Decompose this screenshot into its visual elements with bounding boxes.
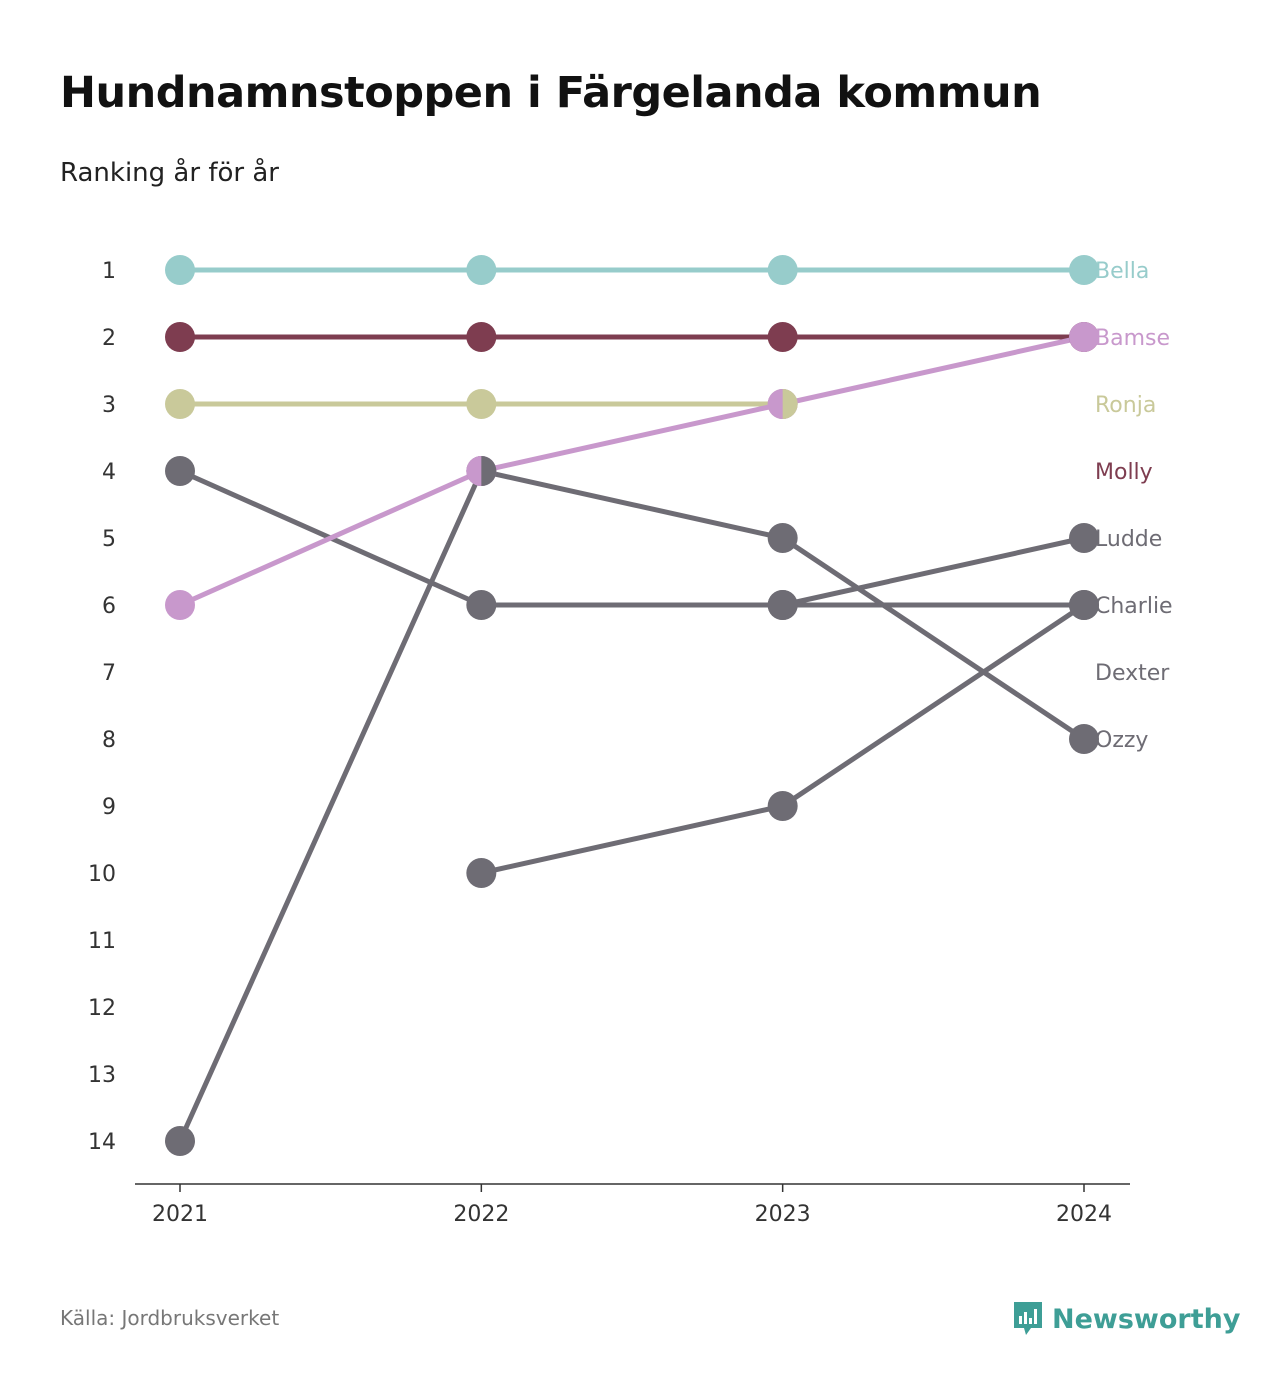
- y-tick-label-11: 11: [88, 929, 116, 954]
- data-point-ludde-2022: [466, 858, 497, 888]
- bump-chart: Bella Bamse Ronja Molly Ludde Charlie Dexter Oz…: [88, 255, 1173, 1227]
- x-tick-label-2021: 2021: [152, 1202, 208, 1227]
- series-line-charlie-2023-2024: [780, 535, 1087, 608]
- y-tick-label-9: 9: [102, 795, 116, 820]
- data-point-molly-2023: [767, 322, 798, 352]
- chart-subtitle: Ranking år för år: [60, 158, 279, 188]
- data-point-ronja-2021: [165, 389, 195, 419]
- brand-logo[interactable]: Newsworthy: [1012, 1300, 1240, 1338]
- data-point-charlie-2024: [1069, 523, 1099, 553]
- data-point-dexter-2024: [1069, 590, 1099, 620]
- series-line-ozzy-2022-2023: [478, 468, 786, 541]
- y-tick-label-8: 8: [102, 728, 116, 753]
- x-tick-label-2024: 2024: [1056, 1202, 1112, 1227]
- series-label-dexter: Dexter: [1095, 661, 1170, 686]
- data-point-ozzy-2023: [767, 523, 798, 553]
- x-tick-label-2022: 2022: [453, 1202, 509, 1227]
- data-point-charlie-2022: [466, 590, 497, 620]
- y-tick-label-5: 5: [102, 527, 116, 552]
- split-point-right-2022: [481, 456, 497, 486]
- data-point-molly-2022: [466, 322, 497, 352]
- split-point-left-2023: [767, 389, 783, 419]
- x-tick-label-2023: 2023: [755, 1202, 811, 1227]
- data-point-ludde-2023: [767, 791, 798, 821]
- series-line-ozzy-2023-2024: [780, 535, 1087, 742]
- y-tick-label-4: 4: [102, 460, 116, 485]
- series-points: [165, 255, 1099, 1156]
- y-tick-label-7: 7: [102, 661, 116, 686]
- data-point-bella-2022: [466, 255, 497, 285]
- y-tick-label-2: 2: [102, 326, 116, 351]
- y-tick-label-10: 10: [88, 862, 116, 887]
- data-point-bamse-2024: [1069, 322, 1099, 352]
- data-point-charlie-2021: [165, 456, 195, 486]
- data-point-bella-2021: [165, 255, 195, 285]
- y-tick-label-12: 12: [88, 996, 116, 1021]
- series-label-bamse: Bamse: [1095, 326, 1170, 351]
- data-point-ozzy-2024: [1069, 724, 1099, 754]
- series-label-bella: Bella: [1095, 259, 1149, 284]
- brand-name: Newsworthy: [1052, 1303, 1241, 1335]
- series-label-ludde: Ludde: [1095, 527, 1162, 552]
- data-point-ronja-2022: [466, 389, 497, 419]
- y-tick-label-6: 6: [102, 594, 116, 619]
- newsworthy-logo-icon: [1014, 1302, 1042, 1335]
- source-note: Källa: Jordbruksverket: [60, 1306, 280, 1330]
- data-point-ozzy-2021: [165, 1126, 195, 1156]
- chart-title: Hundnamnstoppen i Färgelanda kommun: [60, 68, 1042, 118]
- series-line-bamse-2021-2022: [177, 468, 484, 608]
- series-lines: [177, 267, 1087, 1144]
- data-point-bamse-2021: [165, 590, 195, 620]
- y-tick-label-14: 14: [88, 1130, 116, 1155]
- series-label-ronja: Ronja: [1095, 393, 1156, 418]
- series-label-molly: Molly: [1095, 460, 1153, 485]
- series-label-charlie: Charlie: [1095, 594, 1173, 619]
- data-point-molly-2021: [165, 322, 195, 352]
- series-end-labels: Bella Bamse Ronja Molly Ludde Charlie Dexter Oz…: [1095, 259, 1173, 753]
- series-line-ludde-2022-2023: [478, 803, 786, 876]
- split-point-left-2022: [466, 456, 482, 486]
- data-point-dexter-2023: [767, 590, 798, 620]
- split-point-right-2023: [782, 389, 798, 419]
- series-line-ludde-2023-2024: [780, 602, 1087, 809]
- y-tick-label-13: 13: [88, 1063, 116, 1088]
- y-tick-label-1: 1: [102, 259, 116, 284]
- series-line-bamse-2023-2024: [780, 334, 1087, 407]
- data-point-bella-2023: [767, 255, 798, 285]
- x-axis-ticks: 2021 2022 2023 2024: [152, 1184, 1112, 1227]
- series-label-ozzy: Ozzy: [1095, 728, 1148, 753]
- y-tick-label-3: 3: [102, 393, 116, 418]
- series-line-bamse-2022-2023: [478, 401, 786, 474]
- data-point-bella-2024: [1069, 255, 1099, 285]
- series-line-ozzy-2021-2022: [177, 468, 484, 1144]
